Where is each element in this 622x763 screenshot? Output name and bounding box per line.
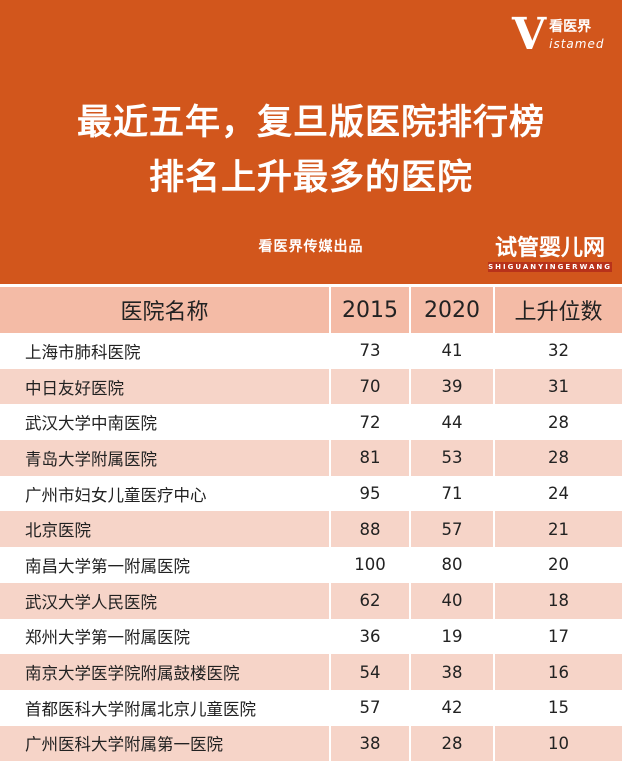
cell-rise: 17 <box>493 618 622 655</box>
vistamed-logo: V 看医界 istamed <box>512 10 604 60</box>
cell-name: 郑州大学第一附属医院 <box>0 618 330 655</box>
cell-y2015: 81 <box>329 440 410 476</box>
cell-rise: 28 <box>493 404 622 441</box>
cell-rise: 18 <box>493 582 622 619</box>
cell-y2015: 36 <box>329 618 410 655</box>
logo-text: 看医界 istamed <box>549 18 604 52</box>
cell-name: 武汉大学中南医院 <box>0 404 330 441</box>
table-row: 南昌大学第一附属医院 100 80 20 <box>0 547 622 583</box>
logo-letter: V <box>512 9 547 60</box>
cell-name: 首都医科大学附属北京儿童医院 <box>0 689 330 726</box>
cell-y2020: 19 <box>409 618 494 655</box>
table-row: 南京大学医学院附属鼓楼医院 54 38 16 <box>0 654 622 690</box>
cell-name: 中日友好医院 <box>0 368 330 405</box>
table-row: 上海市肺科医院 73 41 32 <box>0 333 622 369</box>
cell-y2020: 57 <box>409 511 494 548</box>
cell-name: 南京大学医学院附属鼓楼医院 <box>0 654 330 690</box>
cell-rise: 16 <box>493 654 622 690</box>
cell-name: 青岛大学附属医院 <box>0 440 330 476</box>
banner: V 看医界 istamed 最近五年，复旦版医院排行榜 排名上升最多的医院 看医… <box>0 0 622 284</box>
cell-name: 广州市妇女儿童医疗中心 <box>0 475 330 512</box>
watermark-cn: 试管婴儿网 <box>495 236 606 261</box>
table-row: 中日友好医院 70 39 31 <box>0 368 622 405</box>
table-row: 武汉大学人民医院 62 40 18 <box>0 582 622 619</box>
cell-y2015: 95 <box>329 475 410 512</box>
cell-y2015: 88 <box>329 511 410 548</box>
cell-y2020: 38 <box>409 654 494 690</box>
cell-y2015: 62 <box>329 582 410 619</box>
header-2015: 2015 <box>329 287 410 333</box>
cell-y2020: 80 <box>409 547 494 583</box>
cell-y2020: 53 <box>409 440 494 476</box>
cell-y2015: 73 <box>329 333 410 369</box>
cell-name: 武汉大学人民医院 <box>0 582 330 619</box>
title-line-2: 排名上升最多的医院 <box>148 158 473 198</box>
table-row: 广州市妇女儿童医疗中心 95 71 24 <box>0 475 622 512</box>
cell-y2020: 44 <box>409 404 494 441</box>
cell-name: 广州医科大学附属第一医院 <box>0 725 330 762</box>
cell-y2020: 71 <box>409 475 494 512</box>
cell-name: 北京医院 <box>0 511 330 548</box>
cell-rise: 10 <box>493 725 622 762</box>
cell-rise: 24 <box>493 475 622 512</box>
cell-y2020: 41 <box>409 333 494 369</box>
cell-y2015: 72 <box>329 404 410 441</box>
cell-y2015: 100 <box>329 547 410 583</box>
cell-name: 南昌大学第一附属医院 <box>0 547 330 583</box>
table-row: 广州医科大学附属第一医院 38 28 10 <box>0 725 622 762</box>
table-row: 青岛大学附属医院 81 53 28 <box>0 440 622 476</box>
header-rise: 上升位数 <box>493 287 622 333</box>
cell-rise: 20 <box>493 547 622 583</box>
cell-rise: 31 <box>493 368 622 405</box>
cell-y2015: 38 <box>329 725 410 762</box>
cell-y2020: 28 <box>409 725 494 762</box>
cell-y2020: 40 <box>409 582 494 619</box>
subtitle: 看医界传媒出品 <box>258 239 364 255</box>
ranking-table: 医院名称 2015 2020 上升位数 上海市肺科医院 73 41 32 中日友好医院 7… <box>0 287 622 762</box>
table-row: 北京医院 88 57 21 <box>0 511 622 548</box>
header-name: 医院名称 <box>0 287 330 333</box>
cell-rise: 28 <box>493 440 622 476</box>
cell-y2015: 57 <box>329 689 410 726</box>
table-row: 武汉大学中南医院 72 44 28 <box>0 404 622 441</box>
cell-y2015: 54 <box>329 654 410 690</box>
page-title: 最近五年，复旦版医院排行榜 排名上升最多的医院 <box>0 96 622 206</box>
cell-rise: 32 <box>493 333 622 369</box>
table-header-row: 医院名称 2015 2020 上升位数 <box>0 287 622 333</box>
cell-rise: 15 <box>493 689 622 726</box>
cell-y2015: 70 <box>329 368 410 405</box>
cell-name: 上海市肺科医院 <box>0 333 330 369</box>
cell-y2020: 42 <box>409 689 494 726</box>
table-row: 郑州大学第一附属医院 36 19 17 <box>0 618 622 655</box>
logo-cn: 看医界 <box>549 19 592 35</box>
watermark-logo: 试管婴儿网 SHIGUANYINGERWANG <box>488 236 612 272</box>
table-row: 首都医科大学附属北京儿童医院 57 42 15 <box>0 689 622 726</box>
logo-en: istamed <box>549 37 605 51</box>
header-2020: 2020 <box>409 287 494 333</box>
cell-rise: 21 <box>493 511 622 548</box>
title-line-1: 最近五年，复旦版医院排行榜 <box>76 103 545 143</box>
cell-y2020: 39 <box>409 368 494 405</box>
watermark-en: SHIGUANYINGERWANG <box>488 262 612 272</box>
